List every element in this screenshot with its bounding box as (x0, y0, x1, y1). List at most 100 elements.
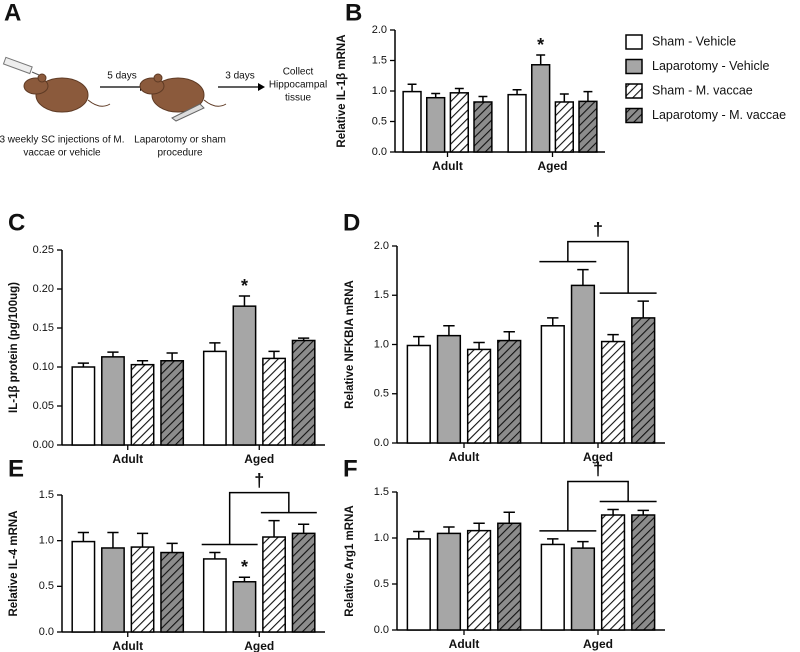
bar (554, 101, 574, 153)
error-bar (536, 54, 546, 65)
x-tick-label: Aged (538, 159, 568, 173)
error-bar (637, 509, 649, 515)
y-tick-label: 0.5 (374, 578, 389, 590)
bar (101, 356, 125, 446)
x-tick-label: Aged (583, 450, 613, 464)
error-bar (512, 89, 522, 95)
y-tick-label: 1.0 (374, 532, 389, 544)
y-tick-label: 0.5 (374, 388, 389, 400)
legend-swatch (625, 83, 643, 99)
y-tick-label: 1.5 (372, 54, 387, 66)
bar (497, 339, 522, 444)
bar (232, 581, 257, 633)
significance-mark: † (593, 219, 603, 239)
y-tick-label: 0.5 (39, 580, 54, 592)
error-bar (443, 325, 455, 336)
bar (466, 348, 492, 444)
bar (232, 305, 257, 446)
y-tick-label: 1.0 (372, 85, 387, 97)
panel-letter: C (8, 209, 25, 236)
y-tick-label: 0.0 (374, 437, 389, 449)
error-bar (577, 540, 589, 549)
caption: procedure (157, 148, 202, 159)
comparison-bracket (539, 480, 657, 532)
bar (507, 93, 527, 153)
y-axis-label: Relative Arg1 mRNA (344, 505, 356, 616)
panel-letter: F (343, 455, 358, 482)
y-tick-label: 2.0 (374, 240, 389, 252)
error-bar (238, 576, 251, 582)
bar (631, 317, 656, 444)
error-bar (431, 92, 441, 98)
error-bar (166, 352, 178, 361)
error-bar (268, 519, 280, 538)
x-tick-label: Adult (449, 450, 480, 464)
error-bar (443, 526, 455, 534)
bar (291, 339, 316, 446)
legend-label: Sham - Vehicle (652, 34, 736, 48)
error-bar (136, 360, 149, 365)
legend-swatch (625, 34, 643, 50)
error-bar (166, 542, 178, 553)
bar (600, 340, 626, 444)
x-tick-label: Aged (583, 637, 613, 651)
bar (130, 546, 155, 633)
y-tick-label: 1.0 (374, 338, 389, 350)
error-bar (473, 522, 485, 531)
end-text: Hippocampal (269, 80, 327, 91)
arrow-label: 3 days (225, 71, 254, 82)
bar (426, 96, 446, 153)
legend-label: Laparotomy - Vehicle (652, 59, 769, 73)
bar (202, 350, 227, 446)
bar (101, 547, 125, 633)
end-text: tissue (285, 93, 312, 104)
error-bar (107, 531, 119, 548)
x-tick-label: Adult (112, 639, 143, 652)
y-axis-label: Relative IL-1β mRNA (336, 34, 348, 147)
scalpel-icon (171, 103, 205, 122)
y-tick-label: 0.15 (33, 322, 54, 334)
panel-a: A 5 days 3 days Collect (0, 0, 327, 159)
x-tick-label: Aged (244, 452, 274, 466)
mouse-icon (139, 73, 227, 113)
arrow-head (258, 83, 265, 91)
bar (531, 64, 551, 153)
bar (291, 532, 316, 633)
y-tick-label: 0.0 (39, 626, 54, 638)
error-bar (503, 330, 515, 341)
comparison-bracket (539, 240, 657, 294)
y-tick-label: 2.0 (372, 24, 387, 36)
error-bar (77, 362, 89, 367)
caption: vaccae or vehicle (23, 148, 101, 159)
arrow-label: 5 days (107, 71, 136, 82)
error-bar (547, 538, 559, 545)
bar (449, 92, 469, 153)
bar (406, 344, 431, 444)
bar (262, 357, 286, 446)
significance-mark: * (241, 276, 248, 296)
legend-label: Sham - M. vaccae (652, 83, 753, 97)
bar (540, 543, 565, 631)
significance-mark: * (537, 35, 544, 55)
bar (631, 514, 656, 631)
panel-letter: A (4, 0, 21, 26)
error-bar (136, 532, 149, 548)
bar (160, 360, 185, 446)
bar (466, 529, 492, 631)
y-axis-label: Relative IL-4 mRNA (8, 510, 20, 616)
bar (473, 101, 493, 153)
error-bar (413, 530, 425, 539)
error-bar (77, 531, 89, 542)
error-bar (107, 351, 119, 357)
comparison-bracket (201, 491, 317, 546)
error-bar (607, 508, 619, 515)
error-bar (478, 95, 488, 102)
bar (578, 100, 598, 153)
caption: 3 weekly SC injections of M. (0, 135, 125, 146)
bar (436, 532, 462, 631)
y-tick-label: 0.00 (33, 439, 54, 451)
y-tick-label: 1.5 (374, 289, 389, 301)
panel-letter: B (345, 0, 362, 26)
bar (570, 284, 596, 444)
bar (436, 334, 462, 444)
